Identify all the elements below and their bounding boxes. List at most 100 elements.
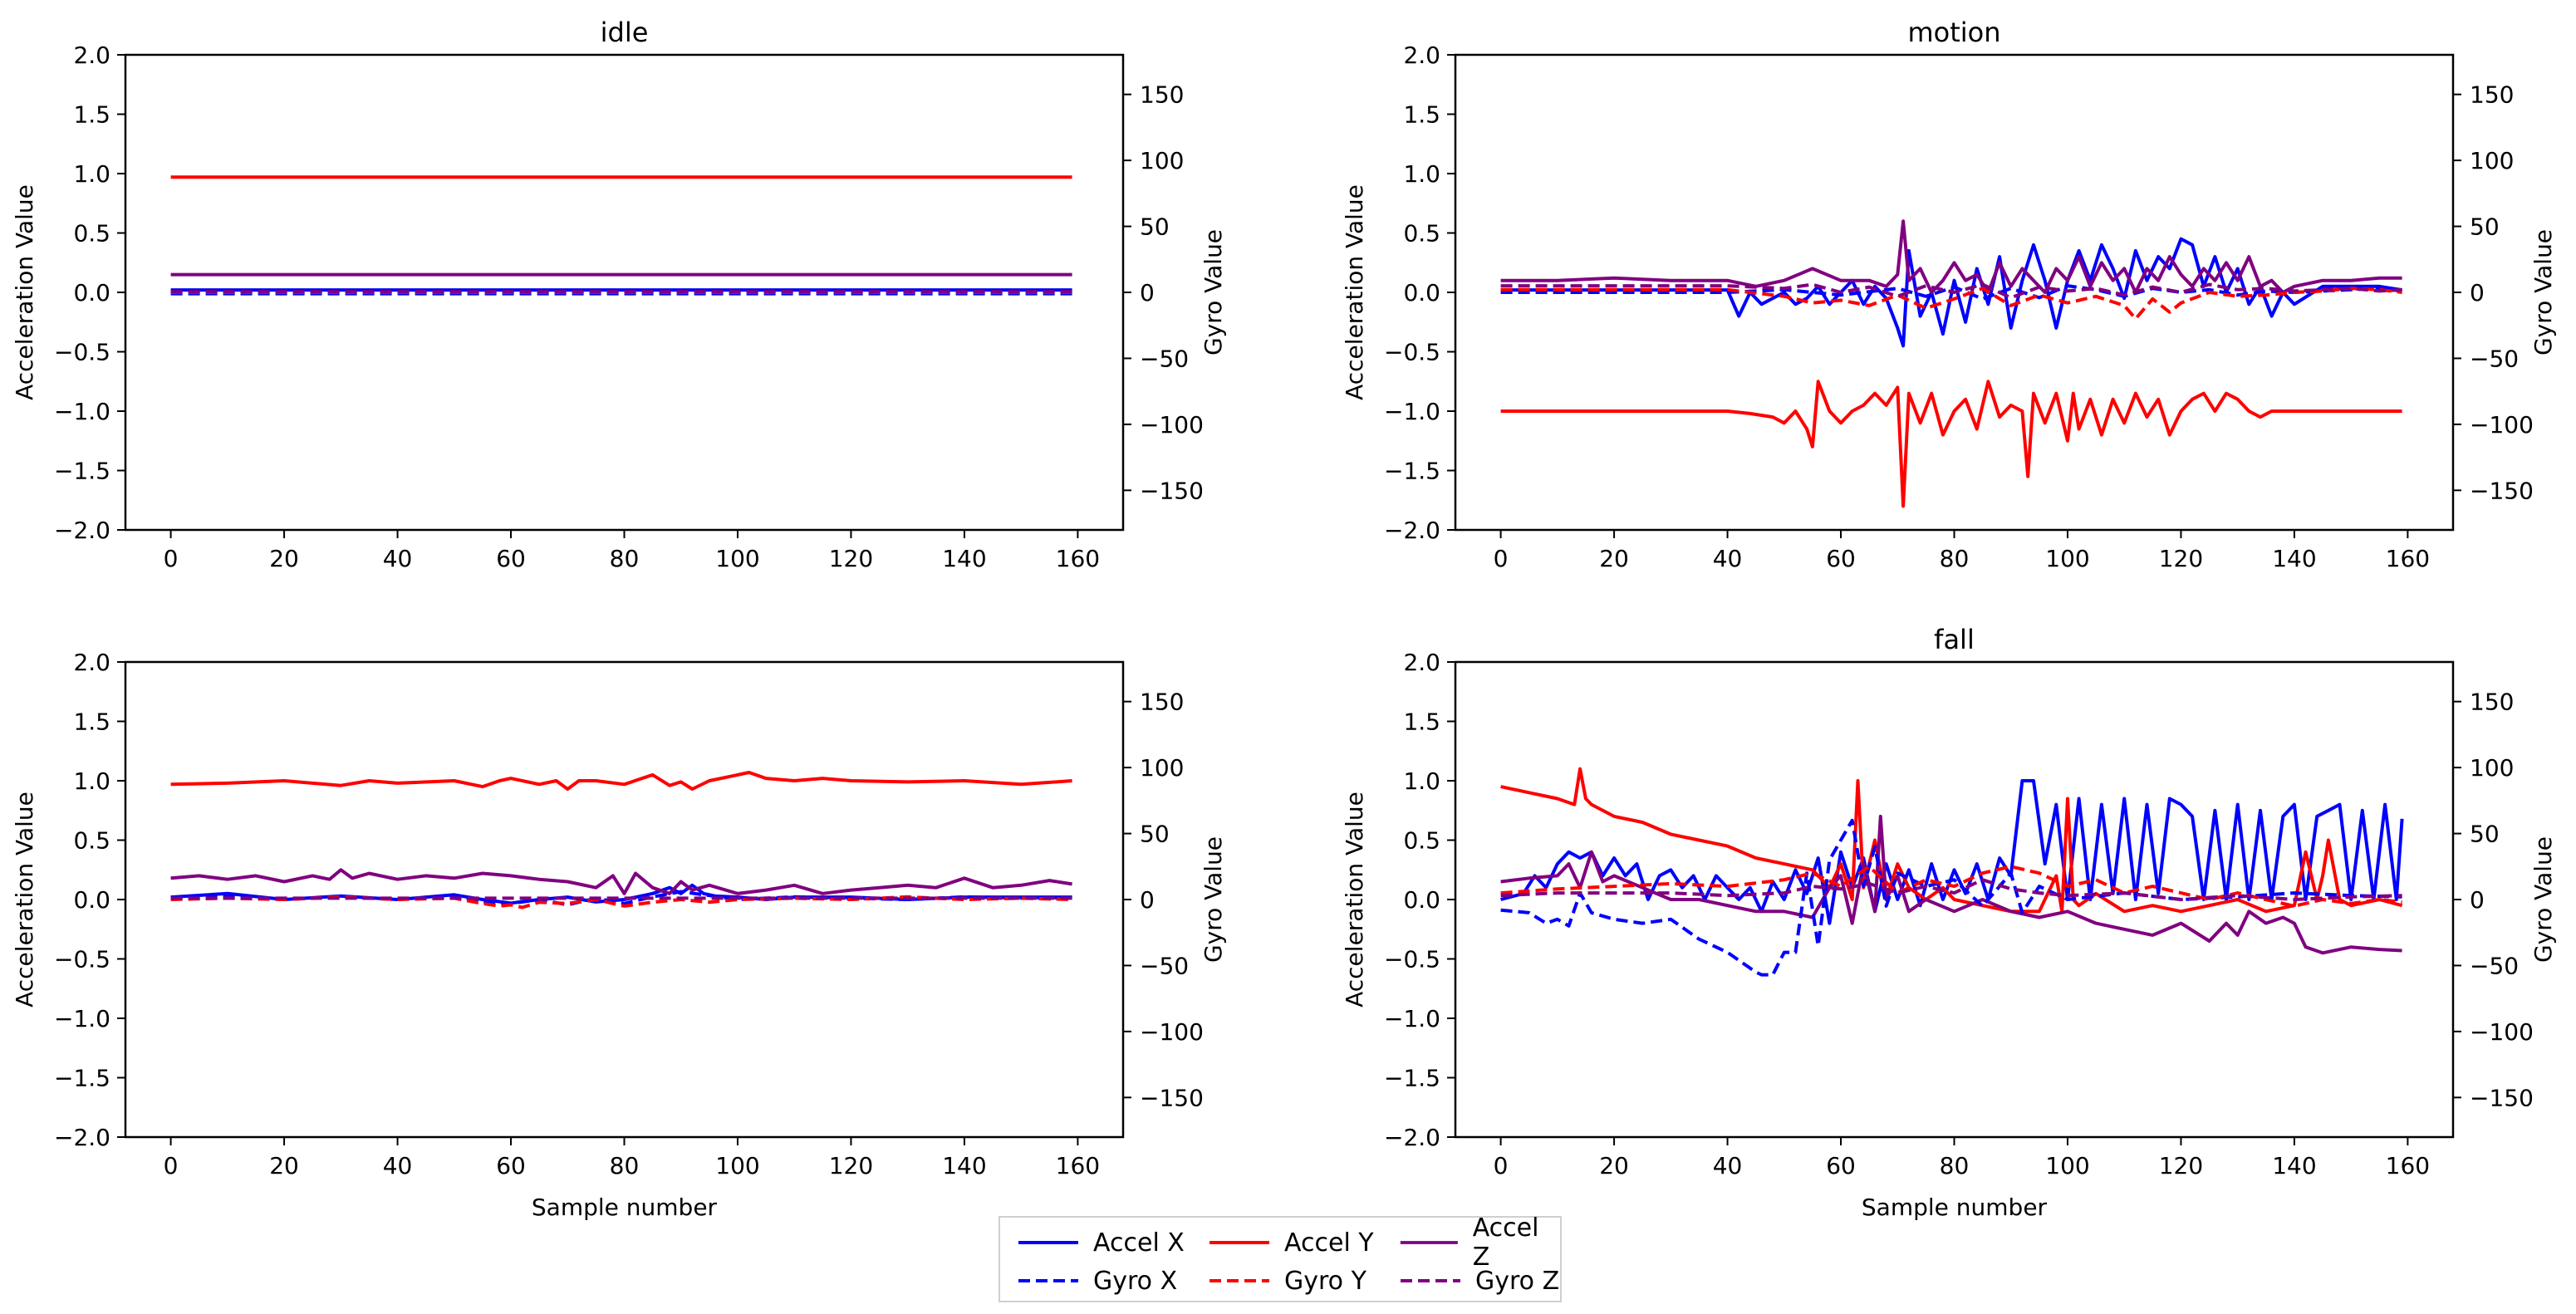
x-tick-label: 20 <box>1599 1152 1629 1179</box>
x-tick-label: 60 <box>1826 1152 1856 1179</box>
series-accel-z <box>170 868 1072 895</box>
y-right-tick-label: 150 <box>1140 81 1184 109</box>
legend-swatch-gyro-z <box>1401 1279 1460 1282</box>
y-tick-label: −1.0 <box>54 398 110 425</box>
y-right-tick-label: 150 <box>1140 689 1184 716</box>
y-tick-label: −1.5 <box>1384 1065 1440 1092</box>
y-right-axis-label: Gyro Value <box>1200 229 1227 355</box>
x-tick-label: 80 <box>610 1152 640 1179</box>
y-right-tick-label: −50 <box>2470 345 2519 372</box>
x-tick-label: 120 <box>829 1152 873 1179</box>
y-tick-label: 2.0 <box>1403 649 1440 676</box>
y-right-tick-label: 0 <box>1140 279 1155 306</box>
y-right-tick-label: 50 <box>1140 213 1170 241</box>
x-axis-label: Sample number <box>532 1194 718 1221</box>
y-right-tick-label: −50 <box>1140 952 1189 979</box>
y-right-tick-label: −50 <box>1140 345 1189 372</box>
x-tick-label: 40 <box>383 545 413 572</box>
chart-title: fall <box>1934 624 1975 655</box>
chart-panel-2: 0 20 40 60 80 100 120 140 160 −2.0 −1.5 −1.0 −0.5 0.0… <box>1341 17 2557 572</box>
series-group <box>1500 219 2402 508</box>
y-right-tick-label: −100 <box>1140 411 1204 439</box>
y-tick-label: 1.0 <box>1403 767 1440 795</box>
y-right-axis-label: Gyro Value <box>2529 836 2557 963</box>
y-right-tick-label: 50 <box>2470 821 2500 848</box>
x-tick-label: 20 <box>1599 545 1629 572</box>
x-tick-label: 100 <box>2045 1152 2089 1179</box>
y-tick-label: 1.5 <box>73 101 110 129</box>
x-tick-label: 60 <box>496 1152 526 1179</box>
x-tick-label: 140 <box>942 545 986 572</box>
y-tick-label: 0.0 <box>1403 886 1440 914</box>
chart-panel-1: 0 20 40 60 80 100 120 140 160 −2.0 −1.5 −1.0 −0.5 0.0… <box>11 17 1227 572</box>
y-axis-label: Acceleration Value <box>1341 184 1368 400</box>
y-tick-label: −1.5 <box>1384 458 1440 485</box>
legend-label-gyro-x: Gyro X <box>1093 1266 1178 1296</box>
y-right-tick-label: 0 <box>1140 886 1155 914</box>
y-tick-label: −1.5 <box>54 458 110 485</box>
x-tick-label: 100 <box>715 1152 759 1179</box>
y-tick-label: 2.0 <box>73 649 110 676</box>
series-group <box>170 771 1072 910</box>
legend-item-gyro-y: Gyro Y <box>1206 1264 1367 1297</box>
legend-label-accel-z: Accel Z <box>1472 1213 1539 1272</box>
legend-label-gyro-y: Gyro Y <box>1284 1266 1367 1296</box>
x-tick-label: 40 <box>1713 545 1743 572</box>
legend-label-accel-y: Accel Y <box>1284 1228 1374 1258</box>
x-tick-label: 120 <box>2159 1152 2203 1179</box>
series-group <box>1500 767 2404 977</box>
chart-panel-4: 0 20 40 60 80 100 120 140 160 −2.0 −1.5 −1.0 −0.5 0.0… <box>1341 624 2557 1221</box>
series-accel-y <box>170 771 1072 791</box>
y-tick-label: −2.0 <box>54 517 110 544</box>
y-right-tick-label: −100 <box>1140 1018 1204 1046</box>
legend-item-gyro-x: Gyro X <box>1015 1264 1177 1297</box>
x-tick-label: 0 <box>164 1152 179 1179</box>
x-tick-label: 160 <box>1056 1152 1100 1179</box>
y-axis-label: Acceleration Value <box>1341 792 1368 1008</box>
x-tick-label: 100 <box>2045 545 2089 572</box>
legend-item-accel-y: Accel Y <box>1206 1226 1374 1259</box>
x-tick-label: 160 <box>1056 545 1100 572</box>
chart-panel-3: 0 20 40 60 80 100 120 140 160 −2.0 −1.5 −1.0 −0.5 0.0… <box>11 649 1227 1221</box>
y-right-tick-label: −150 <box>2470 1084 2534 1111</box>
legend: Accel X Accel Y Accel Z Gyro X Gyro Y Gy… <box>999 1213 1562 1302</box>
y-tick-label: 1.0 <box>73 160 110 188</box>
y-right-tick-label: −100 <box>2470 411 2534 439</box>
y-right-axis-label: Gyro Value <box>1200 836 1227 963</box>
y-tick-label: 0.0 <box>1403 279 1440 306</box>
x-tick-label: 120 <box>829 545 873 572</box>
y-right-tick-label: −150 <box>1140 477 1204 504</box>
y-right-tick-label: 150 <box>2470 81 2514 109</box>
y-tick-label: −1.5 <box>54 1065 110 1092</box>
x-tick-label: 100 <box>715 545 759 572</box>
series-gyro-z <box>1500 282 2402 300</box>
y-tick-label: −2.0 <box>1384 517 1440 544</box>
legend-item-accel-z: Accel Z <box>1397 1213 1560 1272</box>
y-tick-label: 1.5 <box>1403 708 1440 736</box>
y-tick-label: 2.0 <box>1403 42 1440 69</box>
y-tick-label: 2.0 <box>73 42 110 69</box>
y-right-tick-label: 100 <box>1140 754 1184 782</box>
y-axis-label: Acceleration Value <box>11 792 38 1008</box>
legend-swatch-gyro-x <box>1018 1279 1078 1282</box>
y-right-tick-label: −150 <box>1140 1084 1204 1111</box>
x-tick-label: 40 <box>1713 1152 1743 1179</box>
y-right-tick-label: −100 <box>2470 1018 2534 1046</box>
y-tick-label: 1.0 <box>1403 160 1440 188</box>
x-tick-label: 0 <box>1494 545 1509 572</box>
series-accel-y <box>1500 380 2402 508</box>
x-axis-label: Sample number <box>1862 1194 2048 1221</box>
y-right-tick-label: 100 <box>2470 754 2514 782</box>
legend-item-accel-x: Accel X <box>1015 1226 1185 1259</box>
y-tick-label: −0.5 <box>1384 339 1440 366</box>
x-tick-label: 40 <box>383 1152 413 1179</box>
y-tick-label: −0.5 <box>54 946 110 973</box>
y-tick-label: 1.0 <box>73 767 110 795</box>
x-tick-label: 80 <box>1940 545 1970 572</box>
legend-label-gyro-z: Gyro Z <box>1475 1266 1560 1296</box>
x-tick-label: 160 <box>2386 1152 2430 1179</box>
y-tick-label: 0.5 <box>1403 827 1440 855</box>
x-tick-label: 140 <box>2272 1152 2316 1179</box>
y-tick-label: −0.5 <box>1384 946 1440 973</box>
